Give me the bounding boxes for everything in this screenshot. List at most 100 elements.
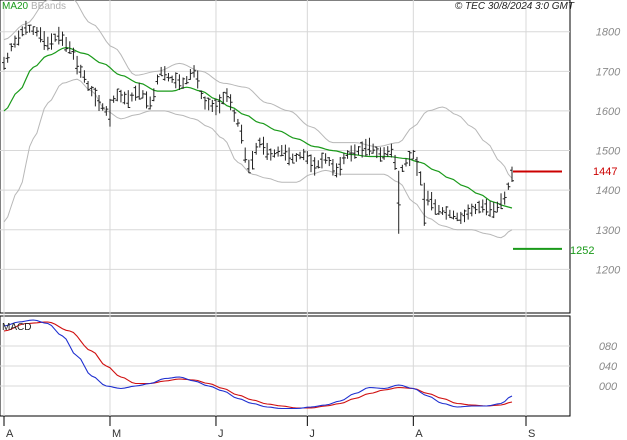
macd-title: MACD: [2, 322, 31, 333]
price-bar: [491, 201, 496, 219]
price-bar: [60, 31, 65, 46]
price-bar: [477, 200, 482, 214]
price-bar: [294, 153, 299, 162]
macd-lines: [3, 319, 513, 410]
price-bar: [71, 47, 76, 60]
price-bar: [323, 153, 328, 164]
price-tick-label: 1500: [596, 146, 621, 158]
price-bar: [473, 203, 478, 215]
price-bar: [111, 95, 116, 103]
price-bar: [184, 76, 189, 85]
price-bar: [45, 36, 50, 51]
price-bar: [502, 191, 507, 205]
month-label: A: [415, 428, 423, 440]
price-bar: [480, 199, 485, 213]
price-bar: [506, 182, 511, 190]
price-bar: [458, 211, 463, 224]
price-bar: [166, 72, 171, 82]
price-bar: [177, 74, 182, 91]
price-bar: [162, 66, 167, 81]
price-bar: [360, 141, 365, 158]
price-bar: [246, 159, 251, 174]
price-bar: [129, 92, 134, 102]
price-bar: [5, 52, 10, 63]
price-bar: [78, 64, 83, 78]
price-bar: [367, 137, 372, 156]
price-bar: [12, 35, 17, 48]
legend-ma20: MA20: [2, 1, 29, 12]
price-bar: [115, 88, 120, 102]
price-bar: [243, 147, 248, 163]
support-label: 1252: [570, 245, 594, 257]
price-bar: [122, 91, 127, 105]
price-tick-label: 1400: [596, 185, 621, 197]
price-bar: [422, 182, 427, 226]
macd-tick-label: 040: [599, 361, 618, 373]
price-bar: [104, 106, 109, 116]
price-bar: [451, 210, 456, 220]
price-bar: [254, 142, 259, 155]
price-bar: [20, 26, 25, 37]
price-tick-label: 1700: [596, 66, 621, 78]
levels-group: [513, 170, 562, 250]
price-bar: [224, 88, 229, 102]
price-bar: [217, 94, 222, 114]
price-bars: [2, 20, 514, 234]
price-bar: [356, 146, 361, 155]
price-bar: [75, 55, 80, 75]
price-bar: [272, 149, 277, 158]
resistance-label: 1447: [593, 166, 617, 178]
price-bar: [49, 33, 54, 50]
price-bar: [396, 170, 401, 234]
price-bar: [341, 153, 346, 165]
price-bar: [265, 142, 270, 160]
price-bar: [213, 98, 218, 116]
price-tick-label: 1300: [596, 225, 621, 237]
price-bar: [301, 148, 306, 161]
price-bar: [67, 41, 72, 54]
price-tick-label: 1600: [596, 106, 621, 118]
price-bar: [440, 207, 445, 215]
price-bar: [290, 153, 295, 164]
price-bar: [382, 147, 387, 160]
macd-tick-label: 000: [599, 381, 618, 393]
price-bar: [173, 72, 178, 89]
price-bar: [488, 201, 493, 217]
copyright-stamp: © TEC 30/8/2024 3:0 GMT: [455, 1, 575, 12]
price-bar: [181, 77, 186, 89]
price-bar: [38, 27, 43, 43]
price-bar: [338, 156, 343, 176]
price-bar: [308, 154, 313, 173]
price-bar: [429, 191, 434, 211]
price-bar: [34, 27, 39, 37]
price-bar: [436, 204, 441, 216]
price-bar: [137, 82, 142, 100]
signal-line: [3, 321, 513, 409]
price-bar: [312, 157, 317, 176]
price-bar: [268, 148, 273, 161]
price-bar: [499, 193, 504, 210]
price-bar: [425, 190, 430, 206]
price-bar: [228, 94, 233, 111]
price-bar: [352, 144, 357, 159]
price-bar: [16, 30, 21, 46]
price-bar: [126, 90, 131, 109]
price-bar: [462, 209, 467, 223]
price-bar: [261, 136, 266, 155]
month-label: J: [218, 428, 224, 440]
price-bar: [404, 158, 409, 167]
price-bar: [444, 206, 449, 220]
price-bar: [27, 24, 32, 33]
price-bar: [345, 150, 350, 159]
macd-tick-label: 080: [599, 341, 618, 353]
price-bar: [433, 199, 438, 215]
price-bar: [97, 95, 102, 112]
price-bar: [232, 109, 237, 122]
macd-line: [3, 319, 513, 410]
price-bar: [199, 90, 204, 100]
ma20-path: [3, 46, 513, 209]
price-bar: [210, 99, 215, 112]
price-bar: [495, 201, 500, 213]
price-bar: [155, 74, 160, 85]
